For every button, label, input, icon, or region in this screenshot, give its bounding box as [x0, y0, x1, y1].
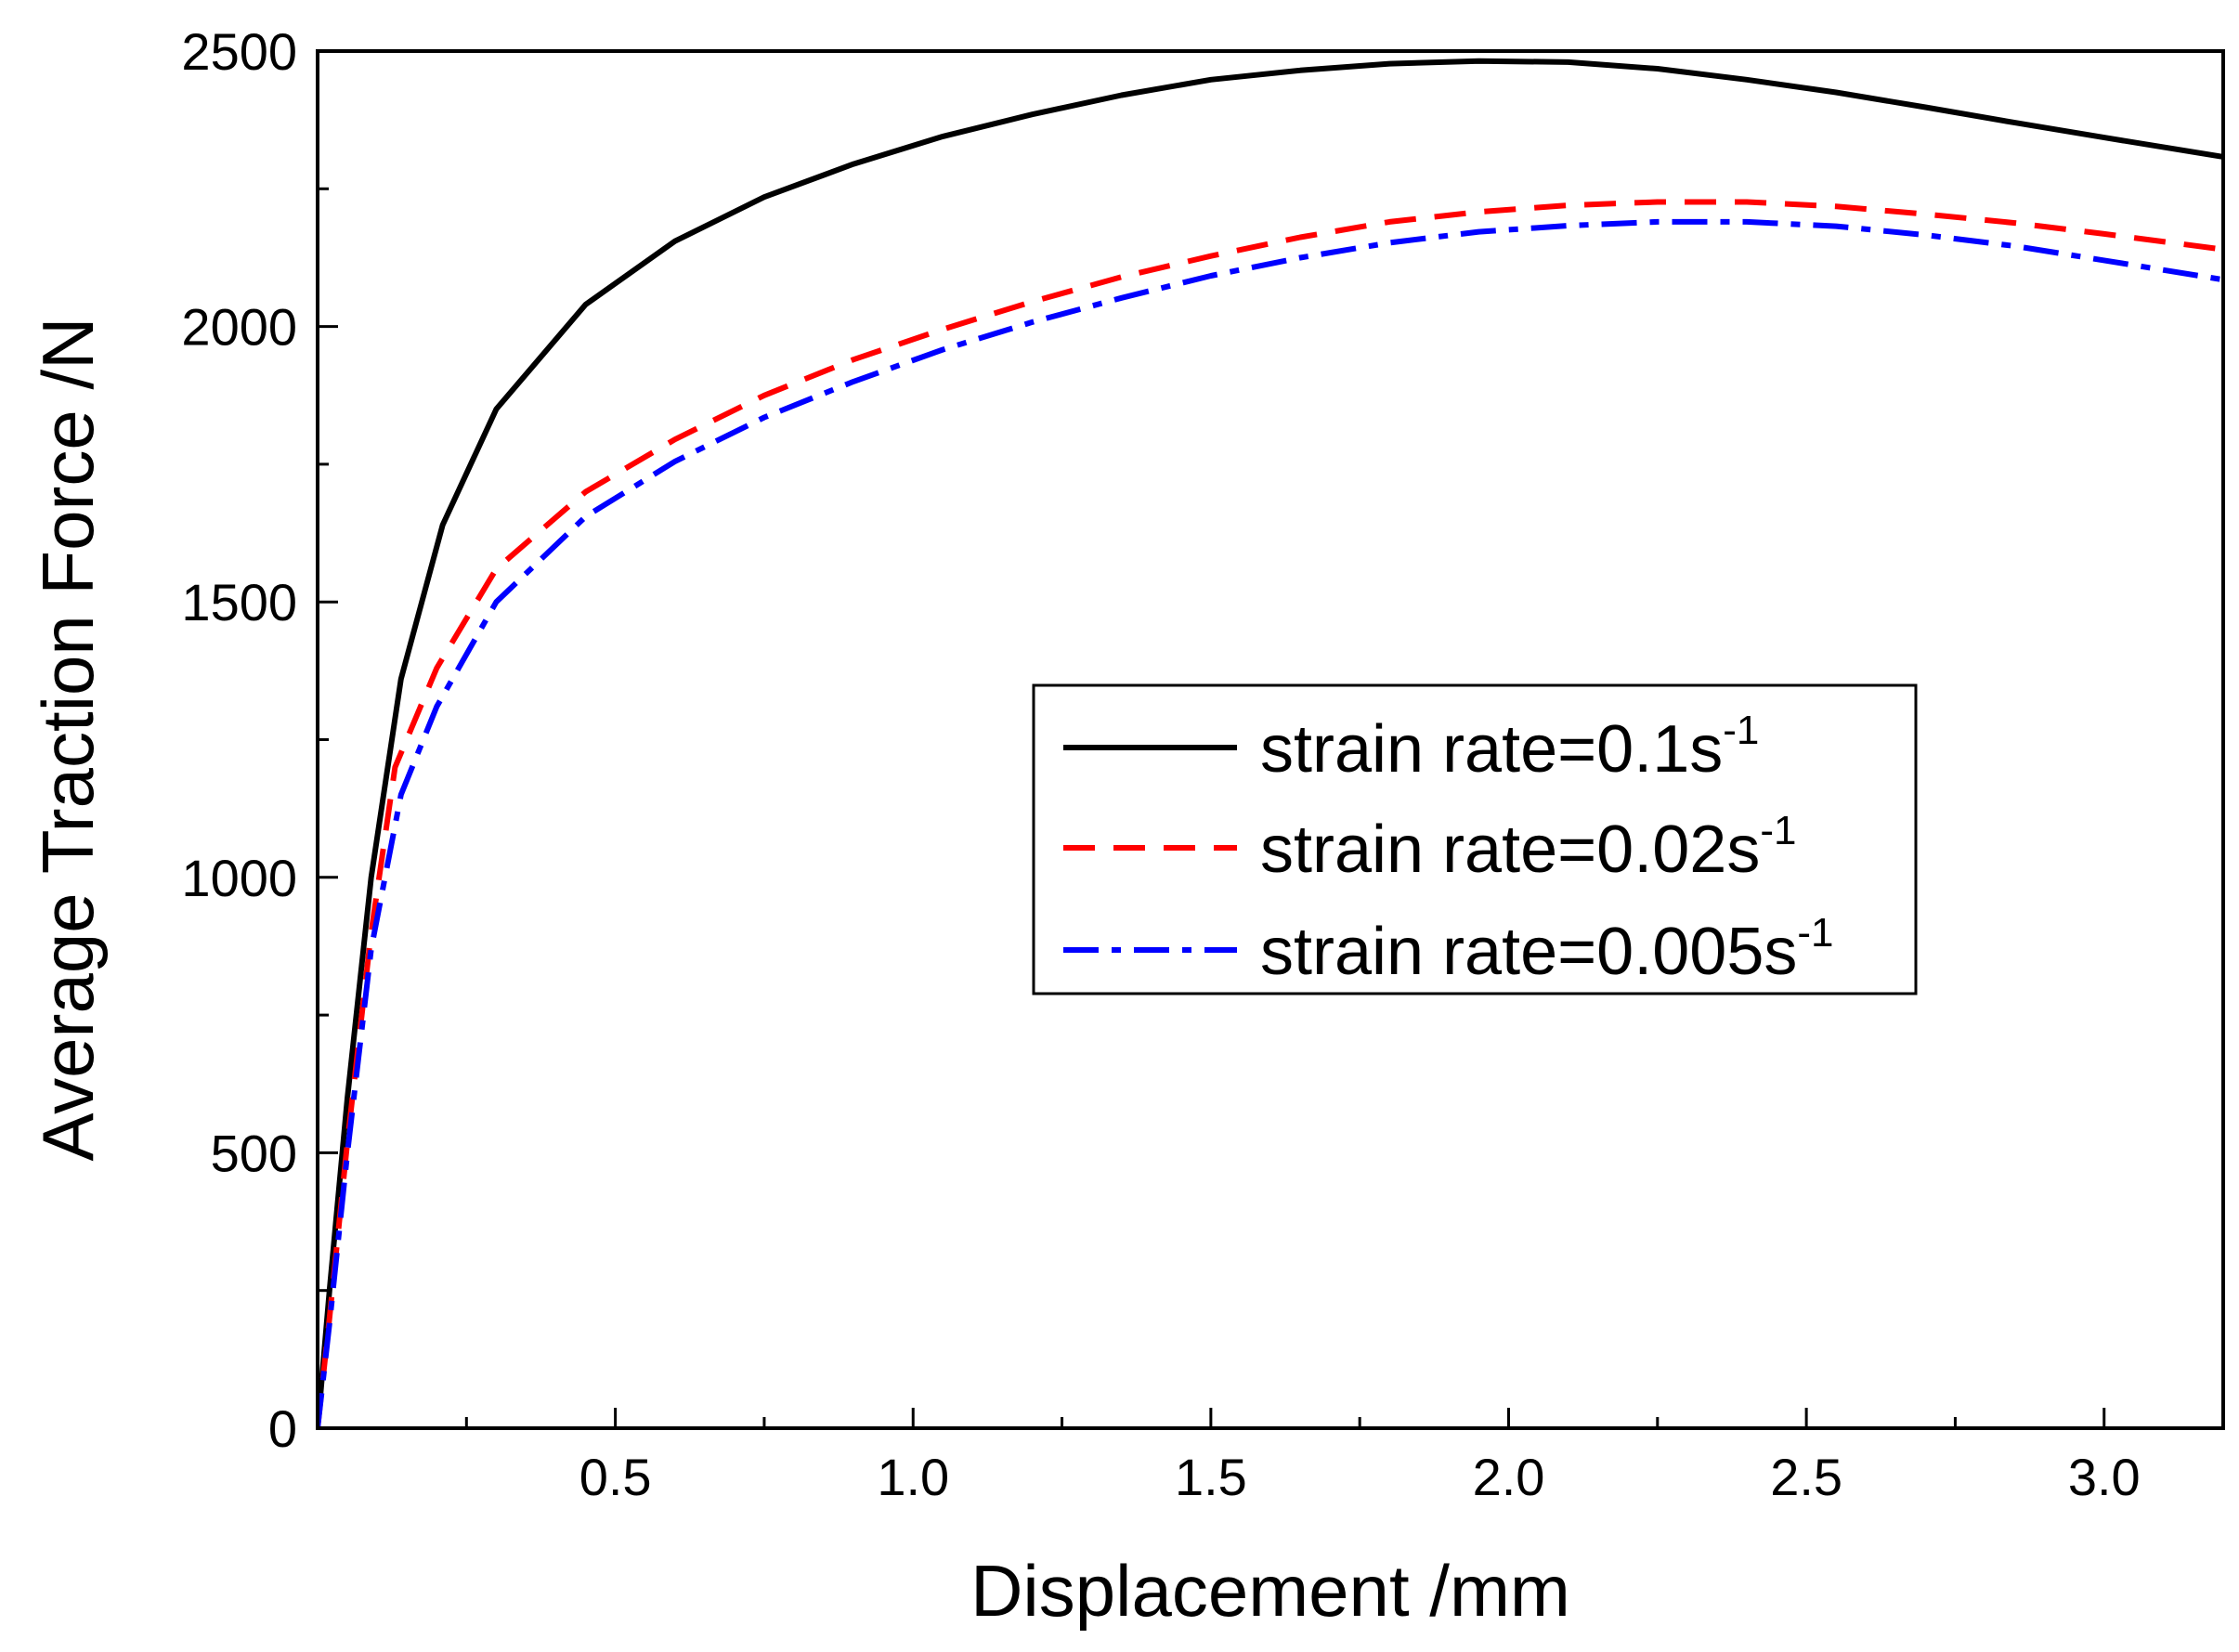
y-axis-title: Average Traction Force /N [27, 318, 109, 1162]
y-tick-label: 1000 [181, 849, 297, 907]
series-line-3 [318, 218, 2223, 1428]
y-tick-label: 0 [268, 1399, 297, 1458]
x-tick-label: 2.0 [1473, 1448, 1545, 1506]
x-axis-title: Displacement /mm [970, 1550, 1570, 1632]
x-tick-label: 1.0 [877, 1448, 949, 1506]
legend-label-1: strain rate=0.1s-1 [1260, 708, 1759, 787]
legend: strain rate=0.1s-1 strain rate=0.02s-1 str… [1032, 683, 1918, 995]
x-tick-label: 0.5 [579, 1448, 652, 1506]
axes-layer: 0.5 1.0 1.5 2.0 2.5 3.0 0 500 1000 1500 2000 2500 [181, 22, 2140, 1506]
x-tick-label: 1.5 [1175, 1448, 1247, 1506]
legend-label-3: strain rate=0.005s-1 [1260, 910, 1833, 989]
legend-label-2: strain rate=0.02s-1 [1260, 808, 1796, 887]
x-tick-label: 3.0 [2068, 1448, 2141, 1506]
y-tick-label: 1500 [181, 573, 297, 631]
legend-box [1032, 683, 1918, 995]
y-tick-label: 2000 [181, 298, 297, 357]
y-tick-label: 500 [211, 1124, 297, 1182]
series-layer [318, 58, 2223, 1428]
series-line-1 [318, 58, 2223, 1428]
y-tick-label: 2500 [181, 22, 297, 81]
x-tick-label: 2.5 [1770, 1448, 1842, 1506]
